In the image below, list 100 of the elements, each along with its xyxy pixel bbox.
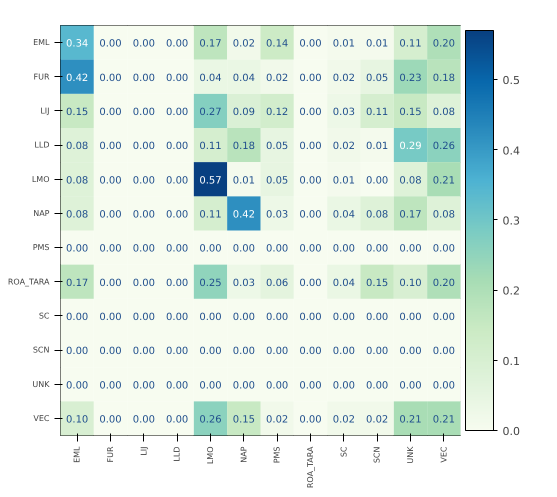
data-label: 0.00: [166, 380, 188, 392]
data-label: 0.08: [432, 209, 455, 220]
data-label: 0.34: [66, 38, 88, 50]
x-tick-label: VEC: [439, 446, 448, 463]
data-label: 0.42: [232, 209, 255, 220]
data-label: 0.02: [332, 141, 355, 152]
data-label: 0.21: [432, 414, 455, 426]
x-tick-label: LIJ: [139, 446, 148, 456]
data-label: 0.00: [66, 380, 88, 392]
data-label: 0.03: [232, 278, 255, 289]
data-label: 0.00: [132, 72, 155, 84]
color-bar-label: 0.3: [502, 214, 520, 228]
data-label: 0.10: [399, 278, 422, 289]
data-label: 0.18: [432, 72, 455, 84]
data-label: 0.00: [366, 244, 388, 255]
color-bar-label: 0.0: [502, 425, 520, 438]
data-label: 0.00: [132, 346, 155, 358]
data-label: 0.08: [66, 141, 88, 152]
data-label: 0.00: [299, 278, 322, 289]
data-label: 0.15: [366, 278, 388, 289]
data-label: 0.00: [99, 346, 122, 358]
data-label: 0.05: [266, 141, 288, 152]
data-label: 0.00: [299, 380, 322, 392]
data-label: 0.17: [399, 209, 422, 220]
data-label: 0.00: [166, 278, 188, 289]
data-label: 0.00: [99, 141, 122, 152]
y-tick-label: PMS: [32, 243, 50, 252]
data-label: 0.00: [366, 380, 388, 392]
x-tick-label: SCN: [372, 446, 382, 464]
data-label: 0.08: [399, 175, 422, 186]
data-label: 0.27: [199, 106, 222, 118]
x-tick-label: LMO: [206, 446, 215, 464]
data-label: 0.00: [399, 380, 422, 392]
x-tick-label: SC: [339, 446, 348, 458]
data-label: 0.00: [332, 244, 355, 255]
data-label: 0.23: [399, 72, 422, 84]
data-label: 0.00: [132, 141, 155, 152]
data-label: 0.00: [166, 244, 188, 255]
x-tick-label: UNK: [406, 446, 415, 464]
data-label: 0.00: [132, 414, 155, 426]
data-label: 0.04: [332, 209, 355, 220]
data-label: 0.00: [166, 175, 188, 186]
data-label: 0.17: [199, 38, 222, 50]
data-label: 0.02: [366, 414, 388, 426]
data-label: 0.00: [166, 312, 188, 323]
data-label: 0.00: [166, 141, 188, 152]
data-label: 0.03: [266, 209, 288, 220]
data-label: 0.01: [366, 38, 388, 50]
data-label: 0.00: [166, 38, 188, 50]
y-tick-label: ROA_TARA: [8, 277, 50, 286]
data-label: 0.21: [432, 175, 455, 186]
data-label: 0.00: [199, 380, 222, 392]
data-label: 0.01: [332, 38, 355, 50]
data-label: 0.00: [399, 312, 422, 323]
data-label: 0.00: [232, 312, 255, 323]
data-label: 0.01: [332, 175, 355, 186]
data-label: 0.00: [132, 380, 155, 392]
data-label: 0.00: [299, 414, 322, 426]
data-label: 0.00: [132, 209, 155, 220]
data-label: 0.00: [332, 346, 355, 358]
data-label: 0.57: [199, 175, 222, 186]
data-label: 0.00: [199, 312, 222, 323]
data-label: 0.20: [432, 278, 455, 289]
data-label: 0.00: [232, 380, 255, 392]
data-label: 0.02: [332, 414, 355, 426]
color-bar-label: 0.5: [502, 74, 520, 88]
data-label: 0.11: [199, 209, 222, 220]
data-label: 0.00: [99, 106, 122, 118]
data-label: 0.00: [66, 346, 88, 358]
data-label: 0.00: [99, 380, 122, 392]
data-label: 0.04: [199, 72, 222, 84]
y-tick-label: NAP: [33, 208, 50, 218]
color-bar-label: 0.4: [502, 144, 520, 158]
data-label: 0.08: [366, 209, 388, 220]
data-label: 0.06: [266, 278, 288, 289]
data-label: 0.12: [266, 106, 288, 118]
data-label: 0.42: [66, 72, 88, 84]
data-label: 0.00: [166, 106, 188, 118]
data-label: 0.00: [299, 244, 322, 255]
data-label: 0.00: [366, 312, 388, 323]
data-label: 0.15: [399, 106, 422, 118]
data-label: 0.00: [266, 346, 288, 358]
data-label: 0.20: [432, 38, 455, 50]
data-label: 0.00: [132, 312, 155, 323]
data-label: 0.08: [432, 106, 455, 118]
data-label: 0.00: [399, 244, 422, 255]
data-label: 0.00: [99, 278, 122, 289]
x-tick-label: EML: [72, 446, 82, 463]
data-label: 0.00: [299, 72, 322, 84]
data-label: 0.02: [266, 414, 288, 426]
y-tick-label: FUR: [33, 72, 50, 82]
data-label: 0.00: [232, 244, 255, 255]
data-label: 0.00: [66, 312, 88, 323]
x-tick-label: FUR: [106, 446, 115, 463]
data-label: 0.09: [232, 106, 255, 118]
data-label: 0.00: [299, 106, 322, 118]
data-label: 0.25: [199, 278, 222, 289]
data-label: 0.00: [199, 346, 222, 358]
x-tick-label: LLD: [172, 446, 182, 462]
data-label: 0.08: [66, 209, 88, 220]
